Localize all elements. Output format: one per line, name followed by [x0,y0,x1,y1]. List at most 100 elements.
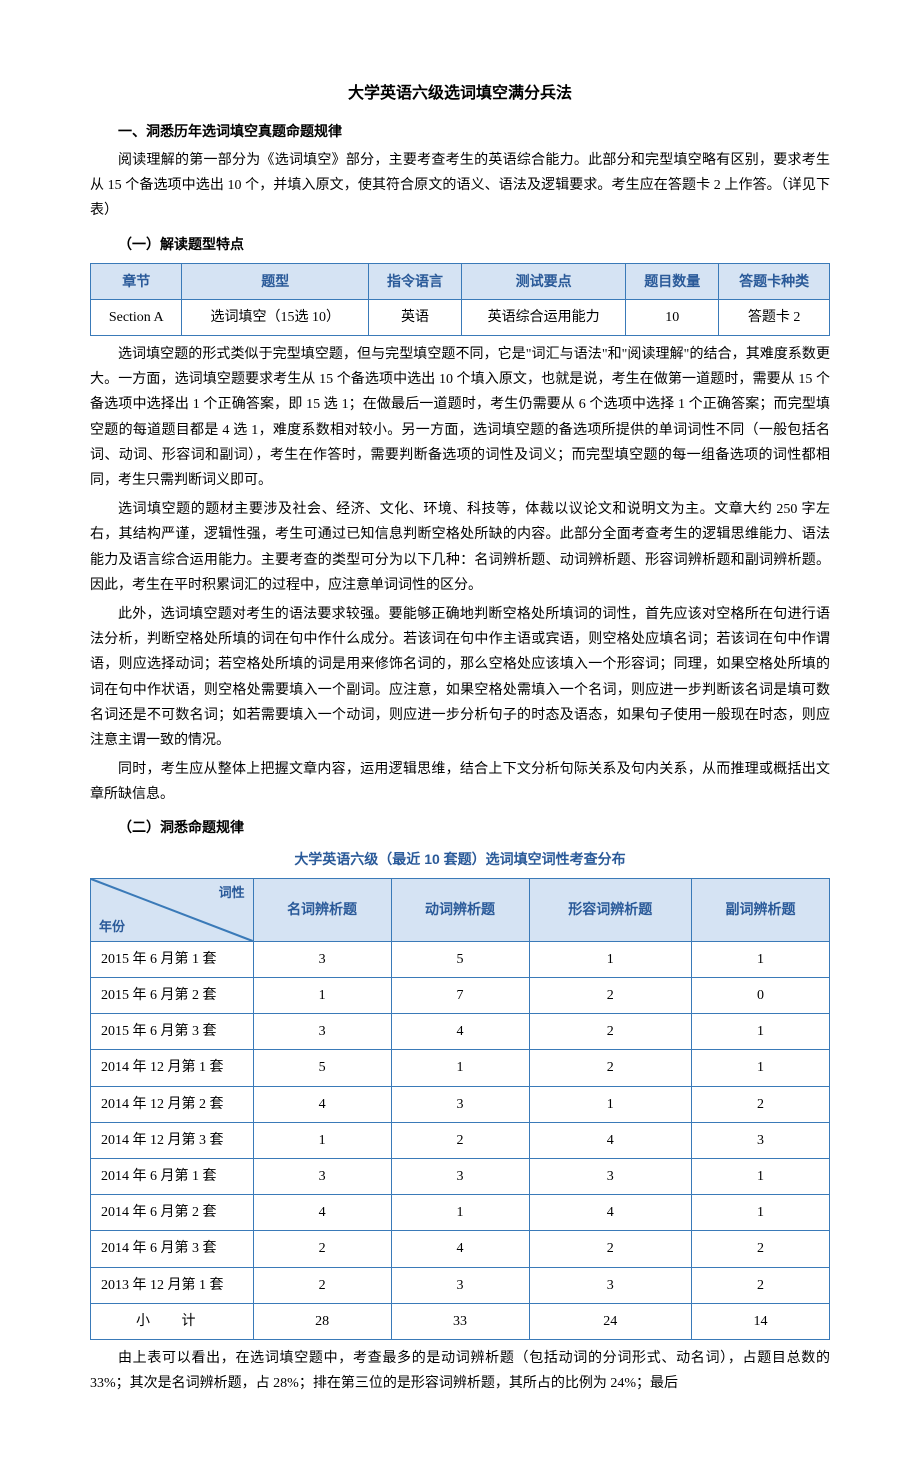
td-value: 2 [529,1050,691,1086]
td-value: 1 [391,1050,529,1086]
table-header-row: 章节 题型 指令语言 测试要点 题目数量 答题卡种类 [91,263,830,299]
td-value: 4 [391,1231,529,1267]
th-count: 题目数量 [626,263,719,299]
td-value: 4 [253,1086,391,1122]
th-adj: 形容词辨析题 [529,878,691,941]
td-value: 3 [391,1158,529,1194]
document-title: 大学英语六级选词填空满分兵法 [90,80,830,109]
td-year: 2014 年 12 月第 2 套 [91,1086,254,1122]
td-value: 5 [253,1050,391,1086]
td-value: 3 [253,941,391,977]
diag-bottom-label: 年份 [99,915,125,938]
td-year: 2014 年 6 月第 1 套 [91,1158,254,1194]
td-total-verb: 33 [391,1303,529,1339]
td-value: 2 [691,1086,829,1122]
table-row: 2015 年 6 月第 2 套1720 [91,978,830,1014]
td-value: 0 [691,978,829,1014]
td-year: 2013 年 12 月第 1 套 [91,1267,254,1303]
td-value: 2 [529,978,691,1014]
diag-top-label: 词性 [219,881,245,904]
table-row: 2014 年 12 月第 1 套5121 [91,1050,830,1086]
td-value: 3 [529,1158,691,1194]
table-row: 2014 年 12 月第 3 套1243 [91,1122,830,1158]
td-value: 3 [253,1158,391,1194]
th-verb: 动词辨析题 [391,878,529,941]
td-focus: 英语综合运用能力 [461,299,625,335]
td-value: 3 [253,1014,391,1050]
td-value: 1 [253,978,391,1014]
subsection-2-heading: （二）洞悉命题规律 [90,815,830,840]
subsection-1-heading: （一）解读题型特点 [90,232,830,257]
td-value: 4 [529,1122,691,1158]
table-row: 2015 年 6 月第 1 套3511 [91,941,830,977]
td-value: 1 [253,1122,391,1158]
td-year: 2014 年 12 月第 3 套 [91,1122,254,1158]
table-row: 2014 年 6 月第 3 套2422 [91,1231,830,1267]
td-year: 2015 年 6 月第 3 套 [91,1014,254,1050]
td-year: 2014 年 6 月第 3 套 [91,1231,254,1267]
td-value: 3 [391,1086,529,1122]
distribution-table: 词性 年份 名词辨析题 动词辨析题 形容词辨析题 副词辨析题 2015 年 6 … [90,878,830,1340]
th-sheet: 答题卡种类 [719,263,830,299]
td-total-adj: 24 [529,1303,691,1339]
table-row: 2014 年 12 月第 2 套4312 [91,1086,830,1122]
td-year: 2014 年 6 月第 2 套 [91,1195,254,1231]
td-value: 3 [391,1267,529,1303]
td-value: 1 [691,1195,829,1231]
section-1-intro: 阅读理解的第一部分为《选词填空》部分，主要考查考生的英语综合能力。此部分和完型填… [90,148,830,224]
td-value: 3 [691,1122,829,1158]
td-value: 2 [253,1267,391,1303]
para-1: 选词填空题的形式类似于完型填空题，但与完型填空题不同，它是"词汇与语法"和"阅读… [90,342,830,493]
td-value: 4 [529,1195,691,1231]
distribution-table-caption: 大学英语六级（最近 10 套题）选词填空词性考查分布 [90,847,830,872]
td-year: 2015 年 6 月第 1 套 [91,941,254,977]
feature-table: 章节 题型 指令语言 测试要点 题目数量 答题卡种类 Section A 选词填… [90,263,830,336]
td-value: 1 [691,1158,829,1194]
td-year: 2015 年 6 月第 2 套 [91,978,254,1014]
td-value: 1 [529,1086,691,1122]
th-type: 题型 [182,263,369,299]
td-value: 2 [529,1231,691,1267]
td-value: 1 [691,1014,829,1050]
th-focus: 测试要点 [461,263,625,299]
para-2: 选词填空题的题材主要涉及社会、经济、文化、环境、科技等，体裁以议论文和说明文为主… [90,497,830,598]
section-1-heading: 一、洞悉历年选词填空真题命题规律 [90,119,830,144]
td-year: 2014 年 12 月第 1 套 [91,1050,254,1086]
td-type: 选词填空（15选 10） [182,299,369,335]
td-value: 2 [391,1122,529,1158]
table-row: 2013 年 12 月第 1 套2332 [91,1267,830,1303]
table-row: 2014 年 6 月第 2 套4141 [91,1195,830,1231]
td-total-noun: 28 [253,1303,391,1339]
td-count: 10 [626,299,719,335]
td-value: 4 [391,1014,529,1050]
para-3: 此外，选词填空题对考生的语法要求较强。要能够正确地判断空格处所填词的词性，首先应… [90,602,830,753]
th-language: 指令语言 [369,263,462,299]
th-adv: 副词辨析题 [691,878,829,941]
td-total-label: 小 计 [91,1303,254,1339]
th-chapter: 章节 [91,263,182,299]
td-value: 2 [529,1014,691,1050]
table-header-row: 词性 年份 名词辨析题 动词辨析题 形容词辨析题 副词辨析题 [91,878,830,941]
td-value: 1 [529,941,691,977]
td-value: 1 [391,1195,529,1231]
para-after-table2: 由上表可以看出，在选词填空题中，考查最多的是动词辨析题（包括动词的分词形式、动名… [90,1346,830,1396]
table-total-row: 小 计 28 33 24 14 [91,1303,830,1339]
table-row: 2014 年 6 月第 1 套3331 [91,1158,830,1194]
table-row: Section A 选词填空（15选 10） 英语 英语综合运用能力 10 答题… [91,299,830,335]
td-value: 4 [253,1195,391,1231]
td-value: 1 [691,1050,829,1086]
td-total-adv: 14 [691,1303,829,1339]
td-value: 2 [691,1231,829,1267]
table-row: 2015 年 6 月第 3 套3421 [91,1014,830,1050]
td-value: 2 [253,1231,391,1267]
td-value: 5 [391,941,529,977]
td-value: 7 [391,978,529,1014]
td-value: 2 [691,1267,829,1303]
td-chapter: Section A [91,299,182,335]
para-4: 同时，考生应从整体上把握文章内容，运用逻辑思维，结合上下文分析句际关系及句内关系… [90,757,830,807]
th-diagonal: 词性 年份 [91,878,254,941]
td-value: 3 [529,1267,691,1303]
td-sheet: 答题卡 2 [719,299,830,335]
td-value: 1 [691,941,829,977]
th-noun: 名词辨析题 [253,878,391,941]
